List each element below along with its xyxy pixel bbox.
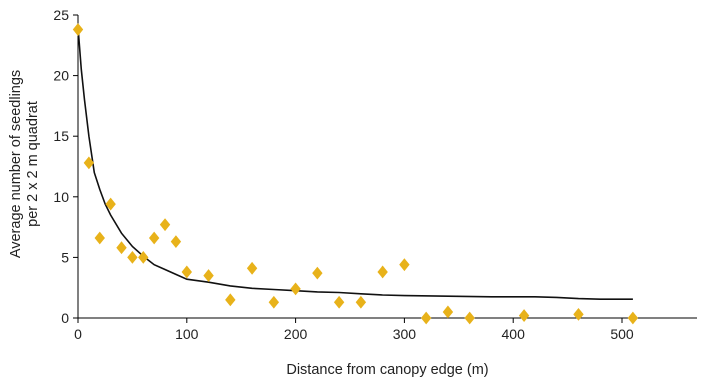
data-points <box>72 23 639 325</box>
x-tick-label: 500 <box>610 326 634 342</box>
x-axis-ticks: 0 100 200 300 400 500 <box>74 318 634 342</box>
data-point <box>573 307 584 321</box>
data-point <box>399 258 410 272</box>
y-axis-title-line-2: per 2 x 2 m quadrat <box>25 101 41 227</box>
data-point <box>94 231 105 245</box>
y-tick-label: 25 <box>53 7 69 23</box>
data-point <box>116 241 127 255</box>
data-point <box>268 295 280 309</box>
data-point <box>627 311 639 325</box>
data-point <box>83 156 95 170</box>
x-tick-label: 0 <box>74 326 82 342</box>
data-point <box>105 197 116 211</box>
data-point <box>377 265 388 279</box>
x-tick-label: 400 <box>502 326 526 342</box>
fit-curve <box>77 27 633 300</box>
axes <box>77 15 697 319</box>
data-point <box>290 282 301 296</box>
y-axis-ticks: 0 5 10 15 20 25 <box>53 7 78 326</box>
data-point <box>138 251 149 264</box>
x-tick-label: 300 <box>393 326 417 342</box>
data-point <box>355 295 367 309</box>
data-point <box>442 305 454 319</box>
data-point <box>518 309 530 322</box>
x-tick-label: 200 <box>284 326 308 342</box>
x-tick-label: 100 <box>175 326 199 342</box>
data-point <box>420 311 432 325</box>
y-tick-label: 5 <box>61 249 69 265</box>
data-point <box>333 295 345 309</box>
data-point <box>225 293 236 307</box>
data-point <box>312 266 323 280</box>
data-point <box>148 231 160 245</box>
y-tick-label: 20 <box>53 68 69 84</box>
data-point <box>159 218 171 232</box>
data-point <box>170 235 182 249</box>
data-point <box>72 23 84 36</box>
data-point <box>181 265 192 279</box>
y-tick-label: 10 <box>53 189 69 205</box>
data-point <box>464 311 475 325</box>
y-tick-label: 0 <box>61 310 69 326</box>
x-axis-title: Distance from canopy edge (m) <box>286 362 488 378</box>
y-axis-title-line-1: Average number of seedlings <box>8 70 24 258</box>
data-point <box>246 261 258 275</box>
y-tick-label: 15 <box>53 128 69 144</box>
data-point <box>203 269 214 282</box>
data-point <box>127 251 138 264</box>
